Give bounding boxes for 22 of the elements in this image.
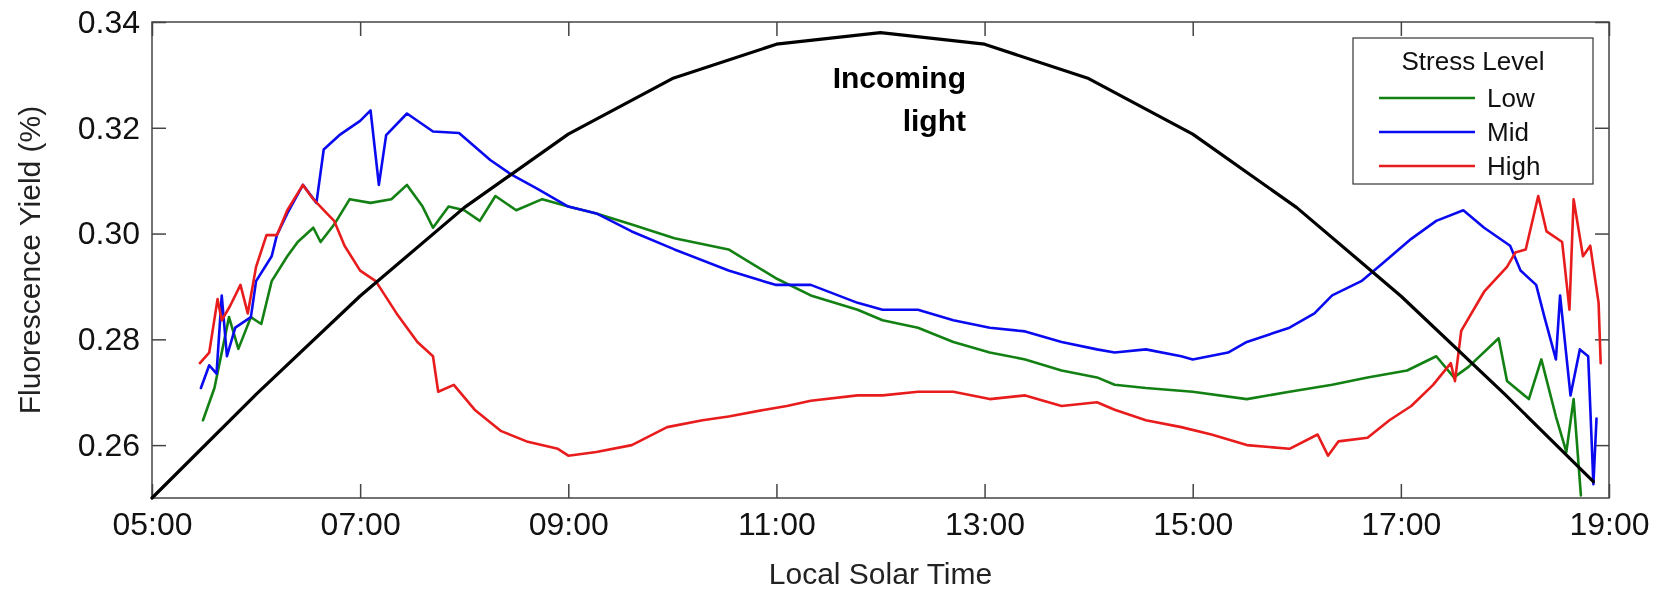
- legend-label: Low: [1487, 83, 1535, 113]
- annotation: Incoming light: [832, 61, 967, 137]
- x-tick-label: 09:00: [528, 505, 609, 542]
- x-tick-label: 11:00: [738, 505, 816, 542]
- x-tick-label: 15:00: [1153, 505, 1234, 542]
- y-tick-label: 0.28: [77, 321, 140, 358]
- x-tick-label: 13:00: [945, 505, 1026, 542]
- x-tick-label: 17:00: [1361, 505, 1442, 542]
- x-tick-label: 07:00: [320, 505, 401, 542]
- y-axis-title: Fluorescence Yield (%): [13, 105, 46, 415]
- x-axis-title: Local Solar Time: [768, 557, 993, 590]
- legend-title: Stress Level: [1401, 46, 1545, 76]
- y-tick-label: 0.26: [77, 426, 140, 463]
- legend-label: High: [1487, 151, 1541, 181]
- legend-label: Mid: [1487, 117, 1529, 147]
- line-series: [150, 30, 1595, 500]
- y-tick-label: 0.34: [77, 3, 140, 40]
- x-tick-label: 19:00: [1569, 505, 1650, 542]
- line-series: [199, 109, 1598, 486]
- x-tick-label: 05:00: [112, 505, 193, 542]
- y-tick-label: 0.30: [77, 215, 140, 252]
- y-tick-label: 0.32: [77, 109, 140, 146]
